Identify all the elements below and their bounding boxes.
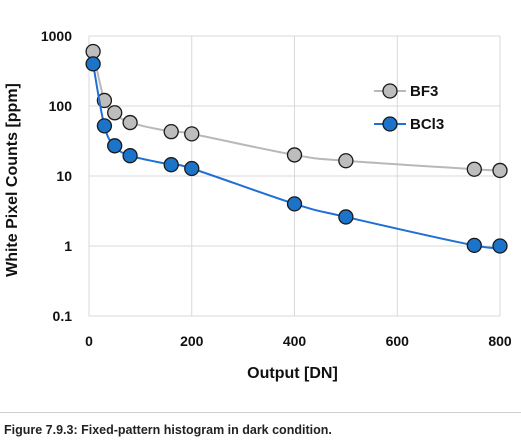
x-tick-label: 200: [180, 333, 204, 349]
data-point: [107, 138, 123, 154]
legend-marker: [382, 83, 398, 99]
x-tick-label: 0: [85, 333, 93, 349]
y-tick-label: 1: [64, 238, 72, 254]
data-point: [96, 118, 113, 134]
data-point: [286, 196, 303, 212]
y-tick-label: 1000: [41, 28, 72, 44]
figure-caption: Figure 7.9.3: Fixed-pattern histogram in…: [4, 423, 332, 437]
legend-label: BF3: [410, 83, 438, 100]
axis-labels: 0.1 1 10 100 1000 0 200 400 600 800 Output [DN] Whi…: [4, 28, 512, 382]
data-point: [122, 148, 138, 164]
data-point: [184, 126, 200, 142]
data-point: [163, 157, 179, 173]
gridlines: [88, 35, 501, 317]
caption-divider: [0, 412, 521, 413]
data-point: [122, 114, 138, 131]
data-point: [338, 209, 354, 225]
y-tick-label: 0.1: [53, 308, 73, 324]
data-point: [286, 147, 303, 163]
legend-label: BCl3: [410, 116, 444, 133]
x-tick-label: 600: [386, 333, 410, 349]
data-point: [338, 153, 354, 169]
data-point: [107, 105, 123, 121]
data-point: [184, 160, 200, 177]
data-point: [85, 56, 101, 72]
data-point: [492, 238, 508, 254]
data-point: [466, 161, 482, 177]
data-point: [466, 237, 482, 254]
series-group: [85, 43, 508, 254]
legend: BF3 BCl3: [374, 83, 444, 133]
x-tick-label: 800: [488, 333, 512, 349]
x-axis-title: Output [DN]: [247, 365, 338, 382]
legend-marker: [382, 116, 398, 132]
y-tick-label: 10: [56, 168, 72, 184]
data-point: [163, 124, 179, 140]
data-point: [492, 162, 508, 179]
y-tick-label: 100: [49, 98, 73, 114]
x-tick-label: 400: [283, 333, 307, 349]
y-axis-title: White Pixel Counts [ppm]: [4, 83, 21, 277]
